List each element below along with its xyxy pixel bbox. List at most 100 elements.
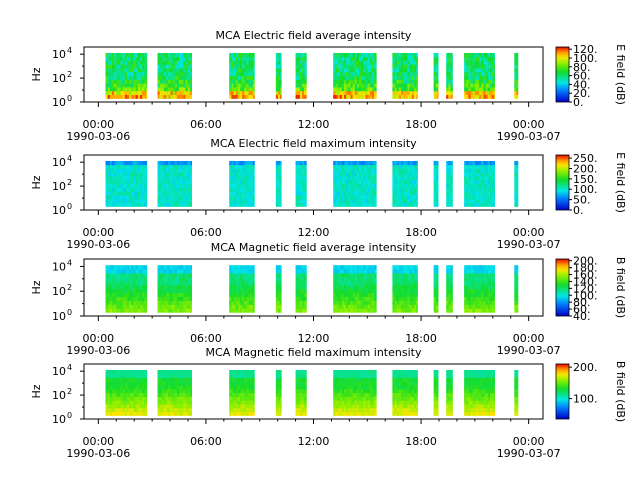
heatmap-cell <box>179 176 182 181</box>
heatmap-cell <box>246 288 249 294</box>
heatmap-cell <box>514 269 517 274</box>
heatmap-cell <box>343 179 347 185</box>
heatmap-cell <box>396 265 400 270</box>
heatmap-cell <box>114 94 117 99</box>
heatmap-cell <box>352 308 356 313</box>
heatmap-cell <box>359 198 362 204</box>
heatmap-cell <box>116 183 119 188</box>
heatmap-cell <box>514 198 517 204</box>
heatmap-cell <box>468 269 471 274</box>
heatmap-cell <box>122 179 126 185</box>
heatmap-cell <box>235 160 239 166</box>
heatmap-cell <box>492 164 495 169</box>
heatmap-cell <box>109 265 113 270</box>
heatmap-cell <box>416 288 418 294</box>
heatmap-cell <box>131 269 134 274</box>
heatmap-cell <box>494 87 495 92</box>
heatmap-cell <box>494 90 495 96</box>
heatmap-cell <box>337 60 341 65</box>
heatmap-cell <box>479 75 482 80</box>
heatmap-cell <box>187 396 191 401</box>
heatmap-cell <box>248 160 252 166</box>
heatmap-cell <box>139 404 143 409</box>
heatmap-cell <box>166 83 169 88</box>
heatmap-cell <box>120 172 124 177</box>
heatmap-cell <box>179 392 182 397</box>
heatmap-cell <box>295 183 299 188</box>
heatmap-cell <box>105 71 109 77</box>
heatmap-cell <box>369 273 373 278</box>
heatmap-cell <box>248 60 252 65</box>
heatmap-cell <box>392 280 395 286</box>
y-tick-label: 10 <box>52 72 66 85</box>
heatmap-cell <box>280 276 282 282</box>
heatmap-cell <box>405 83 408 88</box>
heatmap-cell <box>172 176 176 181</box>
heatmap-cell <box>248 168 252 173</box>
heatmap-cell <box>350 198 353 204</box>
data-interval <box>229 369 255 416</box>
heatmap-cell <box>343 400 347 405</box>
heatmap-cell <box>483 183 487 188</box>
heatmap-cell <box>183 52 186 58</box>
heatmap-cell <box>348 195 351 200</box>
heatmap-cell <box>111 292 115 297</box>
heatmap-cell <box>189 187 192 192</box>
heatmap-cell <box>477 273 480 278</box>
heatmap-cell <box>437 198 439 204</box>
heatmap-cell <box>337 71 341 77</box>
heatmap-cell <box>109 388 113 394</box>
heatmap-cell <box>124 276 128 282</box>
heatmap-cell <box>179 396 182 401</box>
heatmap-cell <box>516 94 519 99</box>
heatmap-cell <box>185 56 189 61</box>
heatmap-cell <box>514 276 517 282</box>
heatmap-cell <box>516 195 519 200</box>
heatmap-cell <box>179 83 182 88</box>
heatmap-cell <box>111 265 115 270</box>
heatmap-cell <box>168 404 171 409</box>
heatmap-cell <box>275 369 279 375</box>
heatmap-cell <box>374 56 377 61</box>
heatmap-cell <box>483 87 487 92</box>
heatmap-cell <box>346 385 349 390</box>
chart-title: MCA Electric field maximum intensity <box>210 137 417 150</box>
heatmap-cell <box>250 191 254 196</box>
heatmap-cell <box>231 195 234 200</box>
heatmap-cell <box>435 160 439 166</box>
heatmap-cell <box>275 172 279 177</box>
heatmap-cell <box>237 265 241 270</box>
heatmap-cell <box>107 179 111 185</box>
heatmap-cell <box>302 381 305 386</box>
heatmap-cell <box>411 179 415 185</box>
heatmap-cell <box>339 71 343 77</box>
heatmap-cell <box>403 273 406 278</box>
heatmap-cell <box>335 269 338 274</box>
heatmap-cell <box>350 187 353 192</box>
heatmap-cell <box>481 90 484 96</box>
colorbar-tick-label: 0. <box>573 96 584 109</box>
heatmap-cell <box>464 265 467 270</box>
heatmap-cell <box>485 276 489 282</box>
x-tick-label: 12:00 <box>298 118 330 131</box>
heatmap-cell <box>335 400 338 405</box>
heatmap-cell <box>135 71 139 77</box>
heatmap-cell <box>139 276 143 282</box>
heatmap-cell <box>398 183 402 188</box>
heatmap-cell <box>168 381 171 386</box>
heatmap-cell <box>304 373 307 378</box>
heatmap-cell <box>187 276 191 282</box>
heatmap-cell <box>343 64 347 69</box>
heatmap-cell <box>371 168 375 173</box>
x-date-label: 1990-03-06 <box>66 344 130 357</box>
heatmap-cell <box>297 369 301 375</box>
heatmap-cell <box>105 56 109 61</box>
heatmap-cell <box>433 160 437 166</box>
heatmap-cell <box>448 280 451 286</box>
heatmap-cell <box>297 75 301 80</box>
heatmap-cell <box>237 164 241 169</box>
heatmap-cell <box>135 172 139 177</box>
heatmap-cell <box>299 202 303 207</box>
heatmap-cell <box>163 164 167 169</box>
heatmap-cell <box>472 172 476 177</box>
